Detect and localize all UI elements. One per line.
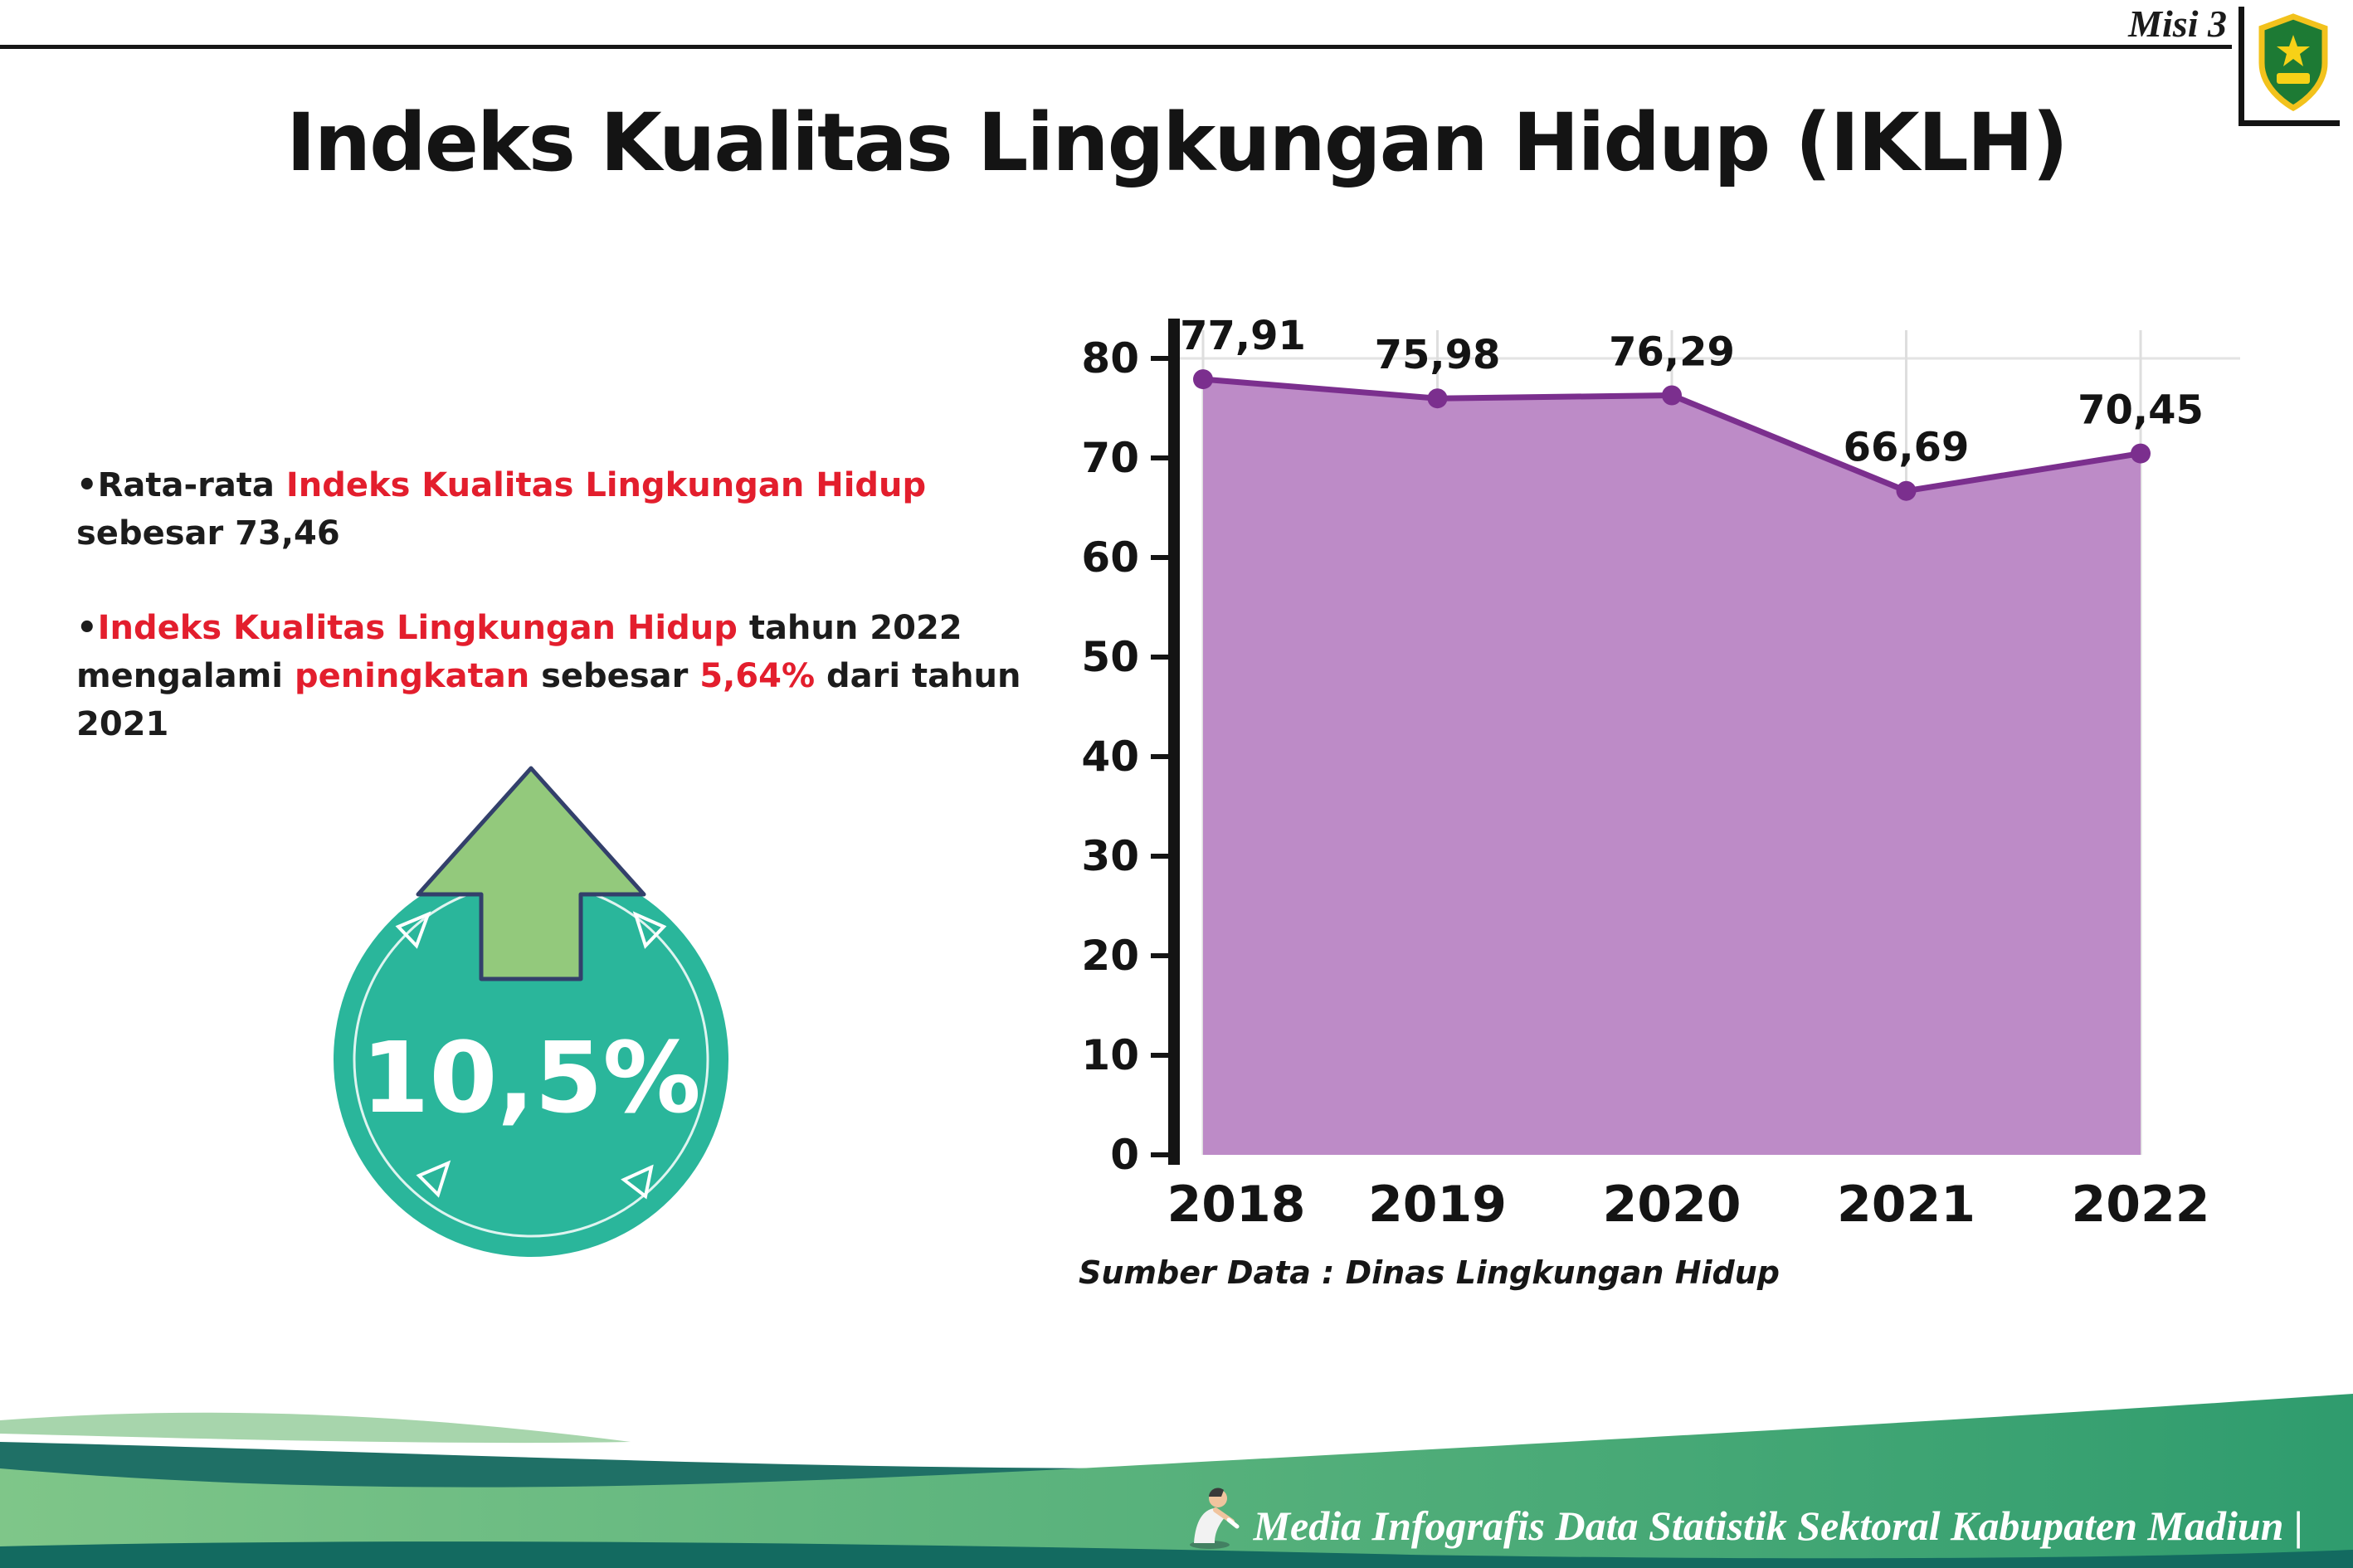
y-tick-label: 20: [1081, 932, 1139, 980]
y-axis: [1168, 319, 1180, 1165]
y-tick-label: 30: [1081, 832, 1139, 880]
x-tick-label: 2018: [1167, 1176, 1306, 1234]
y-tick-label: 60: [1081, 533, 1139, 582]
data-point: [1193, 369, 1213, 390]
y-tick-label: 40: [1081, 733, 1139, 781]
up-arrow-icon: [416, 766, 646, 981]
footer-credit-text: Media Infografis Data Statistik Sektoral…: [1253, 1502, 2303, 1549]
iklh-chart: 77,91 75,98 76,29 66,69 70,45 0 10 20 30 40 50 60 70…: [1021, 282, 2315, 1278]
data-label: 75,98: [1375, 332, 1501, 378]
data-source-note: Sumber Data : Dinas Lingkungan Hidup: [1079, 1254, 1780, 1291]
data-label: 77,91: [1180, 313, 1306, 359]
mascot-icon: [1189, 1488, 1240, 1549]
bullet-item: •Indeks Kualitas Lingkungan Hidup tahun …: [76, 604, 1030, 748]
data-label: 76,29: [1609, 329, 1735, 376]
badge-triangle-decor: [395, 911, 431, 949]
badge-circle: [334, 862, 728, 1257]
text-segment: peningkatan: [294, 657, 530, 695]
footer-credit: Media Infografis Data Statistik Sektoral…: [1179, 1478, 2303, 1550]
increase-badge: 10,5%: [315, 757, 747, 1279]
text-segment: tahun 2022 mengalami: [76, 609, 962, 695]
badge-triangle-decor: [632, 911, 667, 949]
data-label: 70,45: [2078, 387, 2204, 434]
x-tick-label: 2022: [2072, 1176, 2210, 1234]
footer-wave-bottom: [0, 1541, 2353, 1568]
text-segment: Indeks Kualitas Lingkungan Hidup: [285, 466, 927, 504]
x-tick-label: 2021: [1837, 1176, 1975, 1234]
kabupaten-madiun-logo: [2239, 7, 2340, 126]
x-tick-label: 2019: [1368, 1176, 1507, 1234]
data-point: [1662, 385, 1682, 406]
footer-wave-light: [0, 1412, 631, 1444]
badge-triangle-decor: [416, 1160, 451, 1198]
kabupaten-madiun-crest: [2258, 13, 2328, 111]
header-rule: [0, 45, 2232, 49]
data-label: 66,69: [1844, 425, 1970, 471]
badge-value: 10,5%: [361, 1020, 700, 1135]
footer-wave-graphic: [0, 1394, 2353, 1568]
increase-badge-graphic: 10,5%: [334, 766, 728, 1257]
footer-waves: [0, 1344, 2353, 1568]
chart-area: [1203, 379, 2141, 1156]
x-tick-label: 2020: [1603, 1176, 1742, 1234]
y-tick-label: 0: [1110, 1131, 1139, 1179]
text-segment: Indeks Kualitas Lingkungan Hidup: [97, 609, 738, 647]
crest-banner: [2277, 73, 2310, 84]
bullet-dot: •: [76, 466, 98, 504]
data-point: [1427, 388, 1448, 409]
data-point: [1896, 480, 1917, 501]
y-tick-label: 50: [1081, 633, 1139, 681]
bullet-list: •Rata-rata Indeks Kualitas Lingkungan Hi…: [76, 461, 1030, 795]
bullet-item: •Rata-rata Indeks Kualitas Lingkungan Hi…: [76, 461, 1030, 558]
badge-triangle-decor: [621, 1164, 654, 1200]
text-segment: dari tahun 2021: [76, 657, 1021, 743]
y-tick-label: 70: [1081, 434, 1139, 482]
y-tick-label: 10: [1081, 1031, 1139, 1079]
text-segment: sebesar 73,46: [76, 514, 340, 553]
bullet-dot: •: [76, 609, 98, 647]
crest-star: [2277, 35, 2310, 66]
data-point: [2131, 443, 2151, 464]
text-segment: 5,64%: [699, 657, 816, 695]
crest-shield: [2258, 13, 2328, 111]
iklh-area-chart: 77,91 75,98 76,29 66,69 70,45 0 10 20 30 40 50 60 70…: [1081, 313, 2240, 1234]
y-tick-label: 80: [1081, 334, 1139, 382]
page-title: Indeks Kualitas Lingkungan Hidup (IKLH): [286, 96, 2068, 189]
footer-wave-green: [0, 1394, 2353, 1568]
text-segment: sebesar: [529, 657, 700, 695]
misi-label: Misi 3: [2128, 2, 2227, 45]
text-segment: Rata-rata: [97, 466, 286, 504]
